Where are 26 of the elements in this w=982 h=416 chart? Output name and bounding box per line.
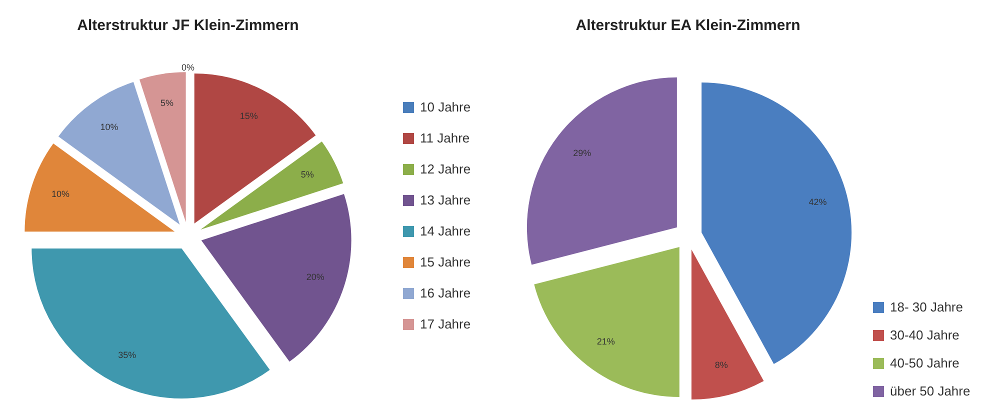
legend-label: 11 Jahre bbox=[420, 130, 470, 146]
data-label: 5% bbox=[160, 98, 174, 108]
data-label: 10% bbox=[52, 188, 70, 199]
legend-label: 17 Jahre bbox=[420, 316, 471, 332]
legend-label: über 50 Jahre bbox=[890, 383, 970, 398]
data-label: 15% bbox=[240, 110, 258, 121]
chart-title: Alterstruktur JF Klein-Zimmern bbox=[77, 17, 299, 34]
chart-title: Alterstruktur EA Klein-Zimmern bbox=[576, 17, 800, 34]
data-label: 35% bbox=[118, 350, 136, 360]
legend-label: 13 Jahre bbox=[420, 192, 471, 208]
legend-label: 18- 30 Jahre bbox=[890, 299, 963, 314]
data-label: 20% bbox=[306, 272, 324, 282]
legend-label: 16 Jahre bbox=[420, 285, 471, 300]
legend-label: 12 Jahre bbox=[420, 161, 471, 176]
legend-label: 10 Jahre bbox=[420, 99, 471, 114]
legend-label: 30-40 Jahre bbox=[890, 327, 960, 342]
data-label: 5% bbox=[300, 170, 314, 180]
data-label: 29% bbox=[573, 148, 592, 158]
legend-label: 14 Jahre bbox=[420, 223, 471, 238]
data-label: 10% bbox=[100, 122, 118, 132]
data-label: 42% bbox=[808, 197, 827, 208]
legend-label: 40-50 Jahre bbox=[890, 355, 960, 370]
data-label: 8% bbox=[714, 360, 728, 370]
data-label: 21% bbox=[596, 336, 615, 346]
legend-label: 15 Jahre bbox=[420, 254, 471, 270]
text: 0% bbox=[181, 62, 195, 72]
